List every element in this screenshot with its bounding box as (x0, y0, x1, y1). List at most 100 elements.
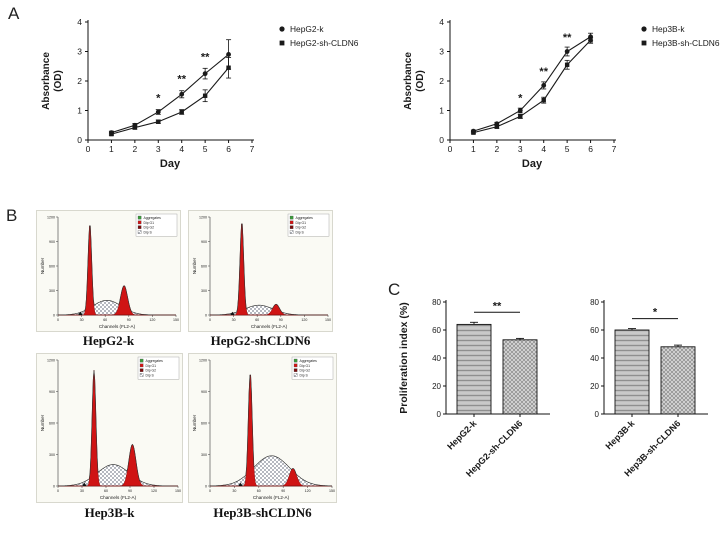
svg-text:**: ** (201, 51, 210, 63)
svg-text:1: 1 (109, 144, 114, 154)
svg-text:1200: 1200 (47, 215, 55, 219)
svg-text:80: 80 (590, 298, 599, 307)
svg-text:HepG2-sh-CLDN6: HepG2-sh-CLDN6 (290, 38, 359, 48)
svg-text:Aggregates: Aggregates (146, 359, 164, 363)
svg-text:120: 120 (301, 318, 307, 322)
svg-text:Channels (FL2-A): Channels (FL2-A) (253, 495, 290, 500)
svg-text:Dip G2: Dip G2 (146, 369, 157, 373)
svg-text:Absorbance: Absorbance (403, 52, 414, 110)
flow-caption-hep3b-shcldn6: Hep3B-shCLDN6 (213, 505, 312, 520)
svg-text:7: 7 (612, 144, 617, 154)
svg-text:300: 300 (49, 453, 55, 457)
svg-text:4: 4 (439, 17, 444, 27)
svg-text:60: 60 (432, 326, 441, 335)
svg-text:60: 60 (104, 489, 108, 493)
svg-text:**: ** (177, 73, 186, 85)
svg-text:90: 90 (128, 489, 132, 493)
svg-text:0: 0 (448, 144, 453, 154)
svg-text:1: 1 (439, 105, 444, 115)
svg-text:Hep3B-sh-CLDN6: Hep3B-sh-CLDN6 (652, 38, 720, 48)
svg-text:Channels (FL2-A): Channels (FL2-A) (99, 324, 136, 329)
svg-text:0: 0 (439, 135, 444, 145)
svg-text:150: 150 (329, 489, 335, 493)
flow-hep3b-shcldn6-chart: 0 300 600 900 1200 0 30 60 90 120 150 Channels (FL2… (188, 353, 337, 503)
svg-text:900: 900 (49, 240, 55, 244)
hep3b-growth-chart: 0 1 2 3 4 0 1 2 3 4 5 6 7 Absorbance (OD) Day Hep3B-k Hep… (403, 17, 720, 170)
svg-text:(OD): (OD) (53, 70, 64, 92)
svg-text:300: 300 (49, 289, 55, 293)
svg-text:1200: 1200 (199, 215, 207, 219)
svg-text:90: 90 (127, 318, 131, 322)
flow-caption-hepg2-shcldn6: HepG2-shCLDN6 (210, 333, 311, 348)
svg-text:6: 6 (588, 144, 593, 154)
svg-text:Dip G1: Dip G1 (300, 364, 311, 368)
panel-a-label: A (8, 4, 20, 23)
svg-text:120: 120 (151, 489, 157, 493)
svg-text:80: 80 (432, 298, 441, 307)
svg-text:0: 0 (437, 410, 442, 419)
svg-text:*: * (518, 93, 523, 105)
svg-text:3: 3 (77, 46, 82, 56)
svg-text:**: ** (563, 32, 572, 44)
svg-text:600: 600 (49, 421, 55, 425)
svg-text:30: 30 (232, 489, 236, 493)
svg-text:20: 20 (432, 382, 441, 391)
svg-text:HepG2-k: HepG2-k (445, 418, 479, 452)
svg-text:2: 2 (494, 144, 499, 154)
svg-text:HepG2-k: HepG2-k (290, 24, 324, 34)
flow-hepg2-k-chart: 0 300 600 900 1200 0 30 60 90 120 150 Channels (FL2… (36, 210, 181, 332)
svg-text:Dip S: Dip S (146, 373, 155, 377)
svg-text:Dip G1: Dip G1 (146, 364, 157, 368)
svg-text:1: 1 (77, 105, 82, 115)
svg-text:5: 5 (203, 144, 208, 154)
svg-text:Number: Number (192, 257, 197, 274)
svg-text:Hep3B-k: Hep3B-k (652, 24, 685, 34)
svg-text:1200: 1200 (47, 358, 55, 362)
svg-text:90: 90 (281, 489, 285, 493)
svg-text:Number: Number (40, 414, 45, 431)
svg-text:120: 120 (149, 318, 155, 322)
svg-text:Dip G2: Dip G2 (144, 226, 155, 230)
svg-text:Aggregates: Aggregates (300, 359, 318, 363)
svg-text:900: 900 (49, 390, 55, 394)
svg-text:Proliferation index (%): Proliferation index (%) (398, 302, 410, 413)
svg-text:3: 3 (518, 144, 523, 154)
panel-c-label: C (388, 280, 401, 299)
svg-text:Day: Day (160, 158, 181, 170)
svg-text:Number: Number (40, 257, 45, 274)
svg-text:Channels (FL2-A): Channels (FL2-A) (251, 324, 288, 329)
svg-text:0: 0 (77, 135, 82, 145)
flow-caption-hepg2-k: HepG2-k (82, 333, 135, 348)
svg-text:Number: Number (192, 414, 197, 431)
panel-b-label: B (6, 206, 18, 225)
svg-text:Hep3B-k: Hep3B-k (604, 418, 638, 452)
svg-text:Dip G2: Dip G2 (296, 226, 307, 230)
svg-text:1200: 1200 (199, 358, 207, 362)
svg-text:Aggregates: Aggregates (144, 216, 162, 220)
svg-text:0: 0 (205, 313, 207, 317)
svg-text:4: 4 (541, 144, 546, 154)
svg-text:2: 2 (439, 76, 444, 86)
svg-text:600: 600 (49, 264, 55, 268)
svg-text:900: 900 (201, 390, 207, 394)
svg-text:30: 30 (80, 318, 84, 322)
svg-text:60: 60 (590, 326, 599, 335)
svg-text:60: 60 (103, 318, 107, 322)
svg-text:1: 1 (471, 144, 476, 154)
svg-text:5: 5 (565, 144, 570, 154)
svg-text:Day: Day (522, 158, 543, 170)
svg-text:(OD): (OD) (415, 70, 426, 92)
flow-caption-hep3b-k: Hep3B-k (84, 505, 135, 520)
svg-text:40: 40 (590, 354, 599, 363)
svg-text:Channels (FL2-A): Channels (FL2-A) (100, 495, 137, 500)
svg-text:150: 150 (175, 489, 181, 493)
svg-text:Dip S: Dip S (300, 373, 309, 377)
svg-text:40: 40 (432, 354, 441, 363)
svg-text:Dip G1: Dip G1 (144, 221, 155, 225)
svg-text:**: ** (539, 66, 548, 78)
svg-text:120: 120 (305, 489, 311, 493)
svg-text:4: 4 (77, 17, 82, 27)
svg-text:0: 0 (53, 313, 55, 317)
